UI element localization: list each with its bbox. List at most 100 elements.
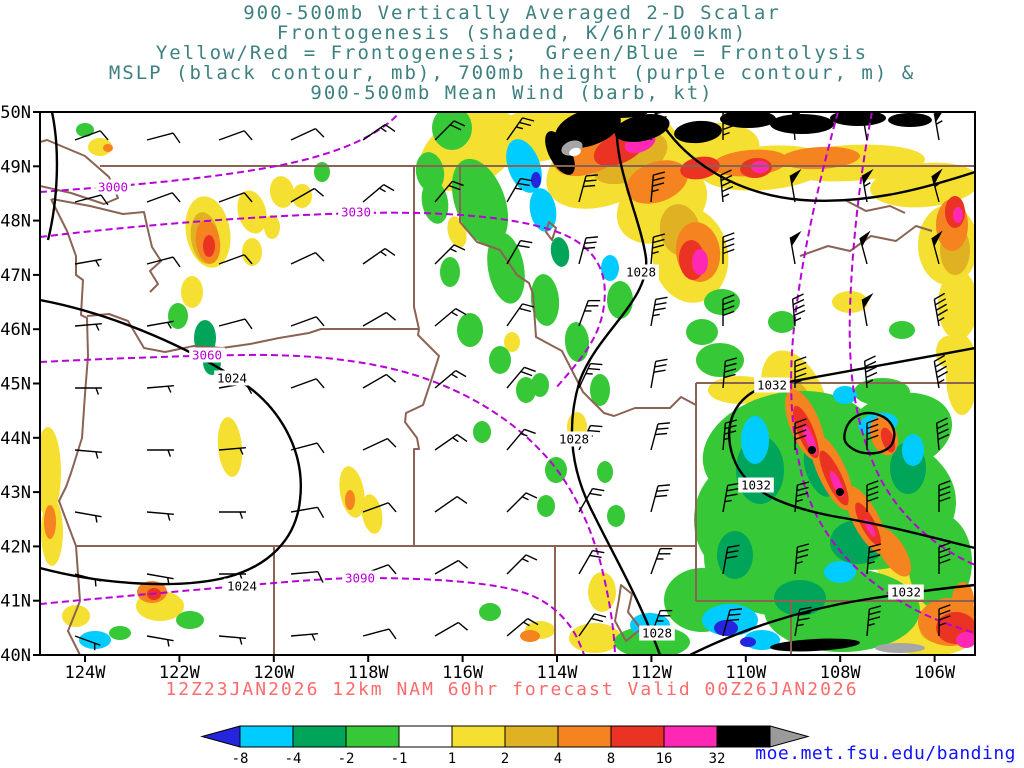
shading-blob	[564, 322, 590, 362]
barb-stroke	[724, 424, 737, 430]
barb-stroke	[722, 237, 735, 244]
lon-label: 116W	[442, 663, 484, 683]
wind-barb	[578, 549, 605, 575]
colorbar-arrow-right	[769, 725, 810, 748]
colorbar-label: 32	[709, 751, 726, 767]
shading-blob	[545, 457, 567, 483]
wind-barb	[74, 635, 101, 651]
barb-stroke	[938, 547, 951, 554]
wind-barb	[722, 294, 735, 326]
state-border	[844, 199, 906, 214]
mslp-contour	[570, 112, 662, 655]
barb-stroke	[797, 481, 810, 486]
barb-stroke	[654, 364, 667, 368]
wind-barb	[722, 357, 738, 389]
barb-stroke	[218, 254, 245, 265]
barb-stroke	[522, 117, 535, 122]
barb-stroke	[453, 120, 466, 127]
colorbar-label: -8	[232, 751, 249, 767]
barb-stroke	[794, 361, 807, 368]
barb-stroke	[721, 185, 734, 193]
barb-stroke	[167, 385, 172, 393]
wind-barb	[794, 418, 807, 450]
barb-stroke	[290, 632, 318, 637]
barb-stroke	[794, 423, 807, 430]
shading-blob	[590, 374, 610, 406]
contour-label: 3060	[192, 348, 222, 363]
colorbar-cell	[292, 725, 347, 748]
barb-stroke	[449, 248, 457, 253]
barb-stroke	[866, 496, 879, 503]
contour-label-box	[556, 431, 592, 447]
barb-pennant	[860, 230, 871, 247]
barb-stroke	[74, 322, 102, 327]
barb-stroke	[655, 494, 668, 498]
barb-stroke	[146, 256, 174, 265]
barb-stroke	[938, 558, 951, 565]
barb-stroke	[869, 605, 882, 610]
wind-barb	[935, 417, 950, 451]
mslp-contours-layer	[40, 112, 975, 655]
wind-barb	[146, 573, 174, 585]
barb-stroke	[578, 613, 596, 637]
barb-stroke	[865, 366, 877, 373]
barb-stroke	[938, 496, 951, 503]
barb-stroke	[722, 547, 729, 575]
barb-stroke	[657, 422, 671, 425]
shading-blob	[674, 120, 722, 144]
wind-barb	[74, 511, 102, 523]
barb-stroke	[387, 564, 397, 575]
barb-stroke	[315, 316, 325, 327]
barb-stroke	[727, 482, 740, 487]
lat-label: 44N	[0, 429, 31, 449]
barb-stroke	[724, 362, 737, 368]
barb-stroke	[523, 621, 530, 627]
shading-blob	[550, 237, 570, 267]
barb-stroke	[584, 179, 597, 182]
barb-stroke	[863, 361, 868, 389]
shading-blob	[626, 160, 688, 204]
contour-label: 3000	[98, 180, 128, 195]
wind-barb	[650, 358, 668, 389]
shading-blob	[938, 270, 975, 340]
shading-blob	[479, 603, 501, 621]
barb-stroke	[524, 428, 536, 435]
colorbar-label: 4	[554, 751, 562, 767]
barb-stroke	[796, 554, 809, 559]
shading-blob	[824, 561, 856, 583]
barb-stroke	[434, 180, 453, 203]
barb-stroke	[146, 635, 174, 642]
barb-stroke	[650, 113, 657, 141]
barb-pennant	[862, 168, 874, 185]
shading-blob	[264, 215, 280, 239]
shading-blob	[237, 190, 267, 234]
barb-stroke	[794, 379, 802, 384]
barb-stroke	[457, 559, 469, 569]
barb-stroke	[867, 623, 875, 627]
mslp-contour	[843, 411, 896, 455]
barb-stroke	[578, 175, 587, 203]
barb-stroke	[95, 323, 100, 331]
contour-label: 1028	[642, 626, 672, 641]
wind-barb	[218, 254, 253, 265]
wind-barb	[933, 292, 948, 327]
state-border	[614, 584, 642, 642]
barb-stroke	[721, 180, 733, 187]
shading-blob	[770, 638, 860, 652]
barb-stroke	[938, 480, 951, 486]
colorbar-cell	[557, 725, 612, 748]
barb-stroke	[384, 123, 396, 132]
wind-barb	[861, 112, 875, 141]
wind-barb	[578, 174, 599, 203]
barb-stroke	[864, 355, 876, 362]
wind-barb	[506, 366, 536, 389]
wind-barb	[933, 112, 943, 141]
shading-blob	[504, 332, 520, 352]
state-borders-layer	[40, 139, 975, 655]
barb-stroke	[457, 621, 469, 631]
lat-label: 45N	[0, 375, 31, 395]
barb-pennant	[932, 168, 943, 185]
lon-label: 108W	[820, 663, 862, 683]
barb-stroke	[938, 542, 951, 548]
shading-blob	[531, 172, 541, 188]
